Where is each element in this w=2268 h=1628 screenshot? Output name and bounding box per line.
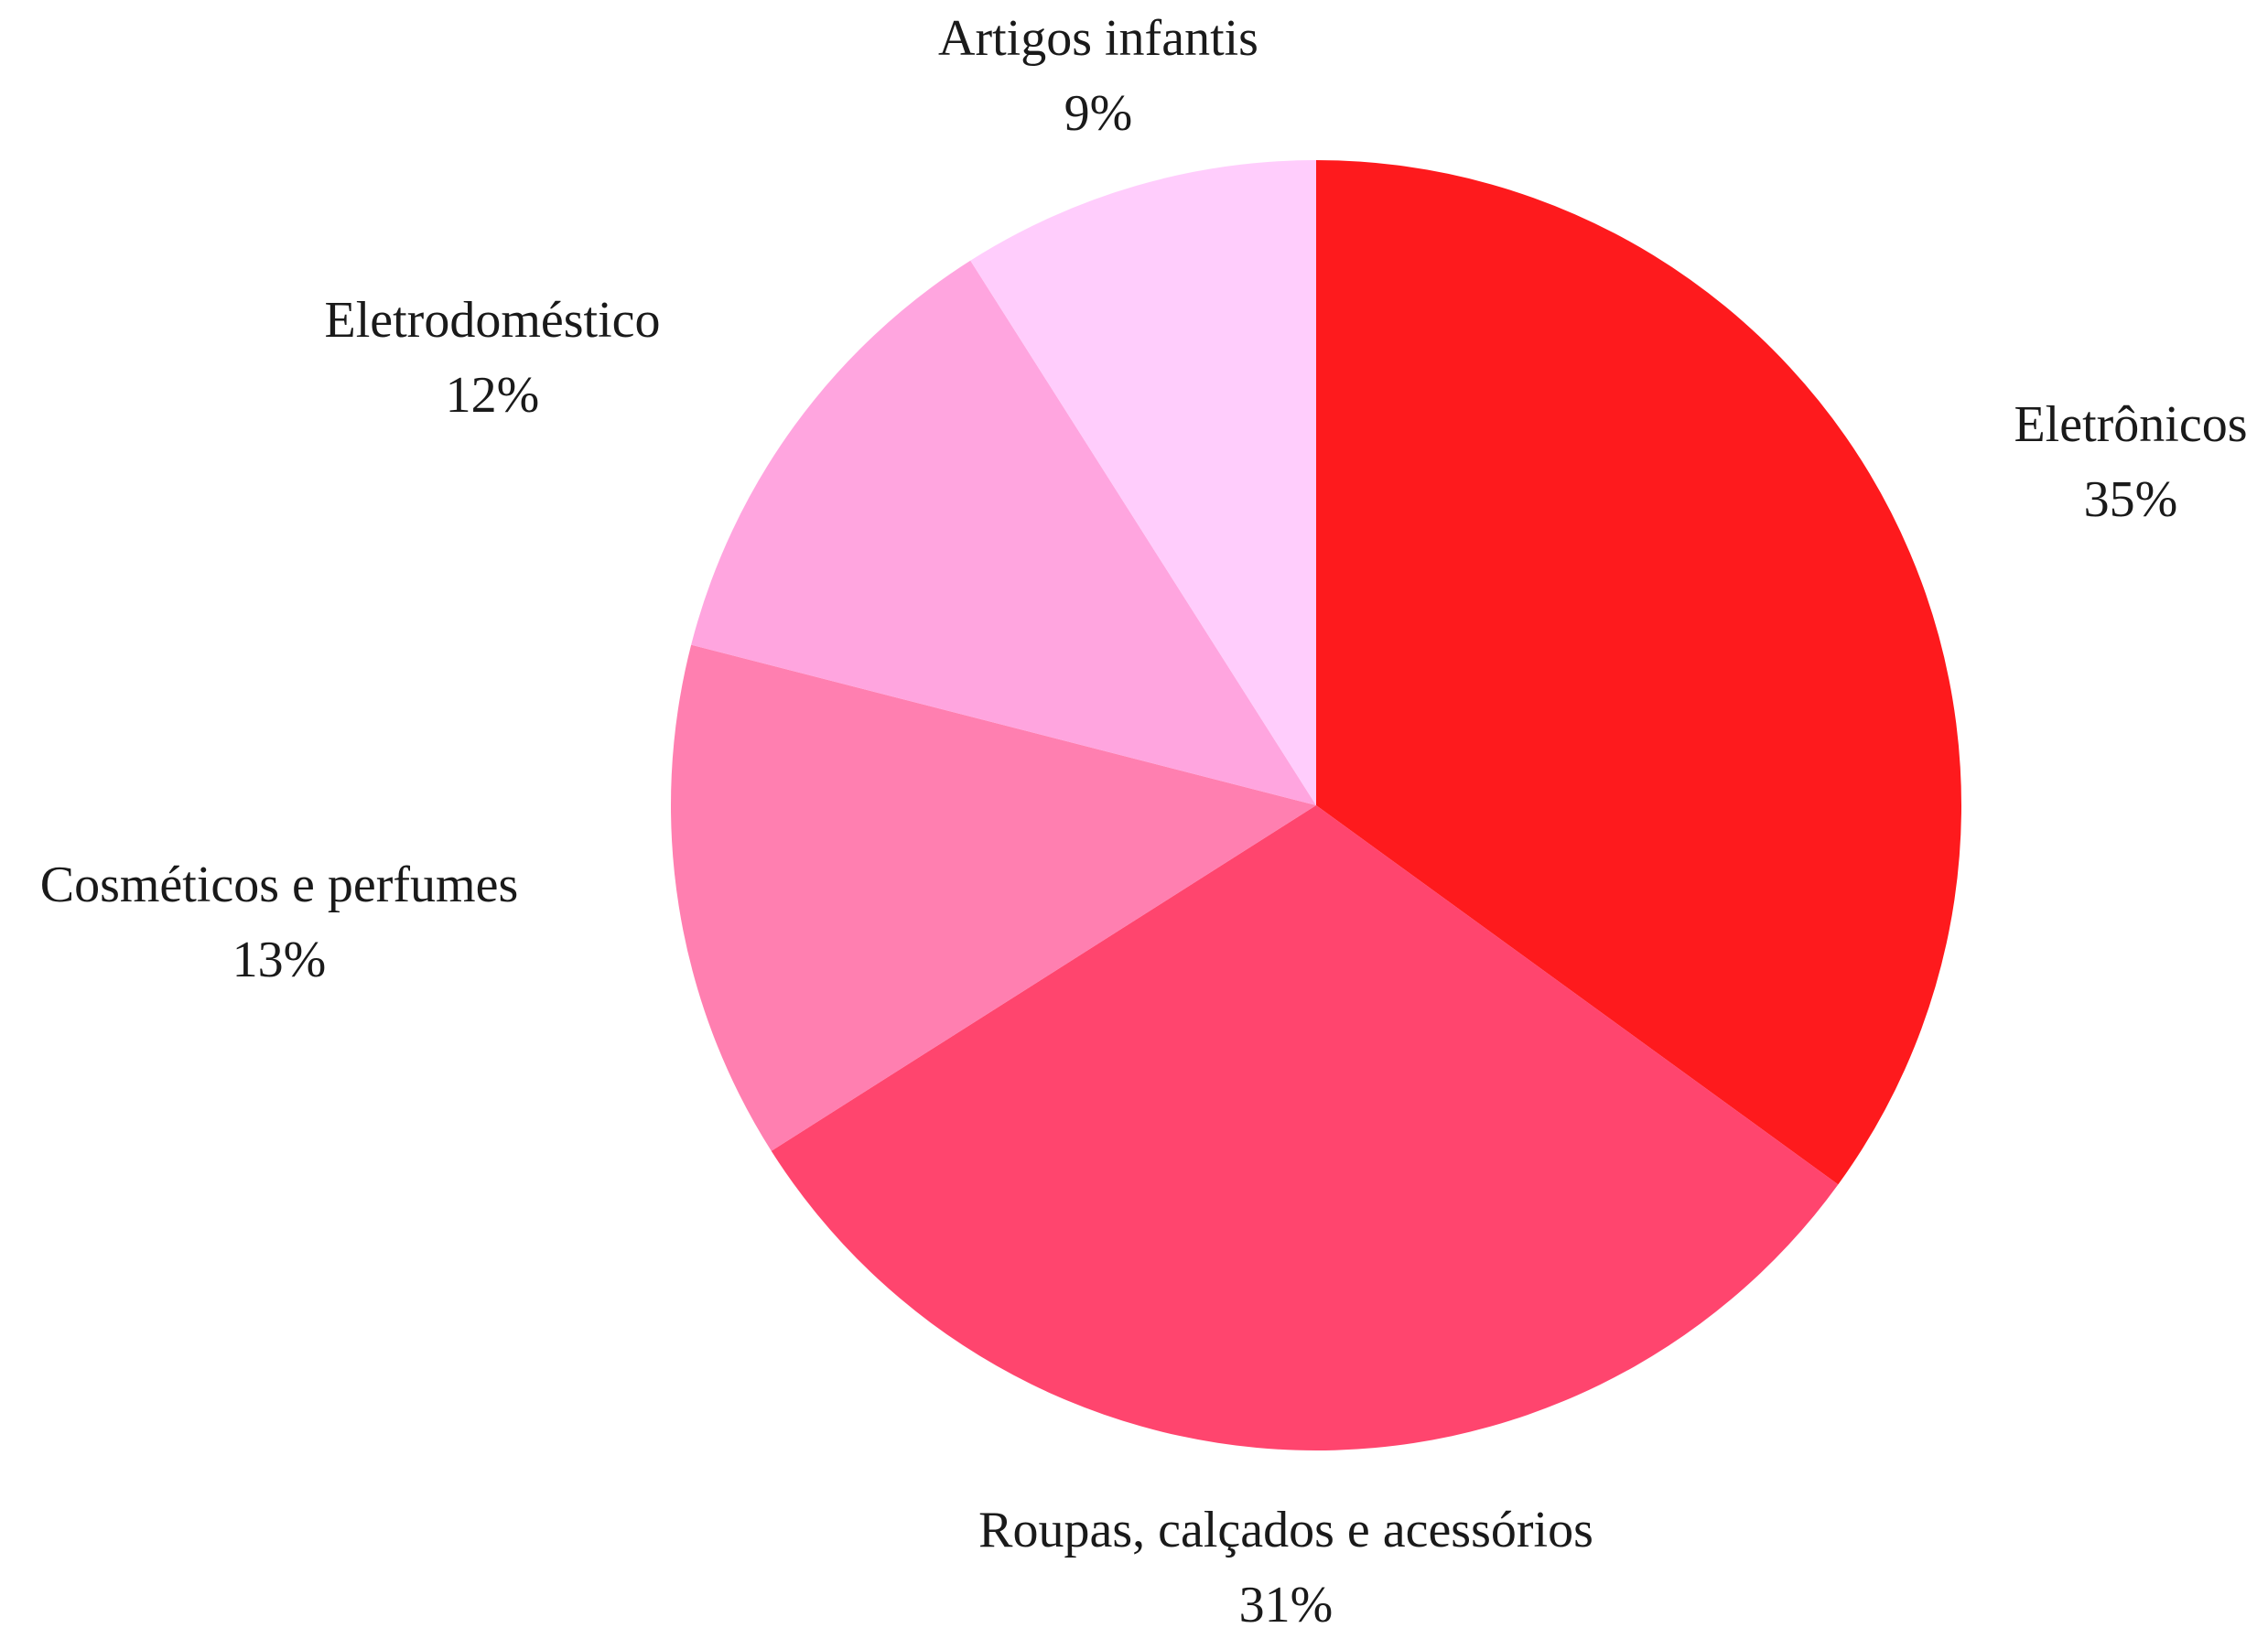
pie-slice-3 xyxy=(691,260,1316,805)
pie-slice-1 xyxy=(771,805,1839,1451)
slice-label-name-1: Roupas, calçados e acessórios xyxy=(978,1502,1593,1558)
slice-label-value-0: 35% xyxy=(2084,471,2178,528)
pie-slices xyxy=(671,160,1962,1451)
slice-label-name-0: Eletrônicos xyxy=(2014,396,2247,453)
slice-label-name-4: Artigos infantis xyxy=(938,10,1258,67)
pie-slice-2 xyxy=(671,644,1316,1151)
slice-label-value-4: 9% xyxy=(1064,85,1133,142)
slice-label-name-3: Eletrodoméstico xyxy=(324,292,660,349)
slice-label-name-2: Cosméticos e perfumes xyxy=(40,857,519,913)
slice-label-value-2: 13% xyxy=(232,932,327,988)
slice-label-value-3: 12% xyxy=(446,367,540,424)
pie-slice-4 xyxy=(970,160,1316,805)
slice-label-value-1: 31% xyxy=(1239,1577,1334,1628)
pie-slice-0 xyxy=(1316,160,1962,1185)
pie-labels: Eletrônicos 35% Roupas, calçados e acessór… xyxy=(40,10,2248,1628)
